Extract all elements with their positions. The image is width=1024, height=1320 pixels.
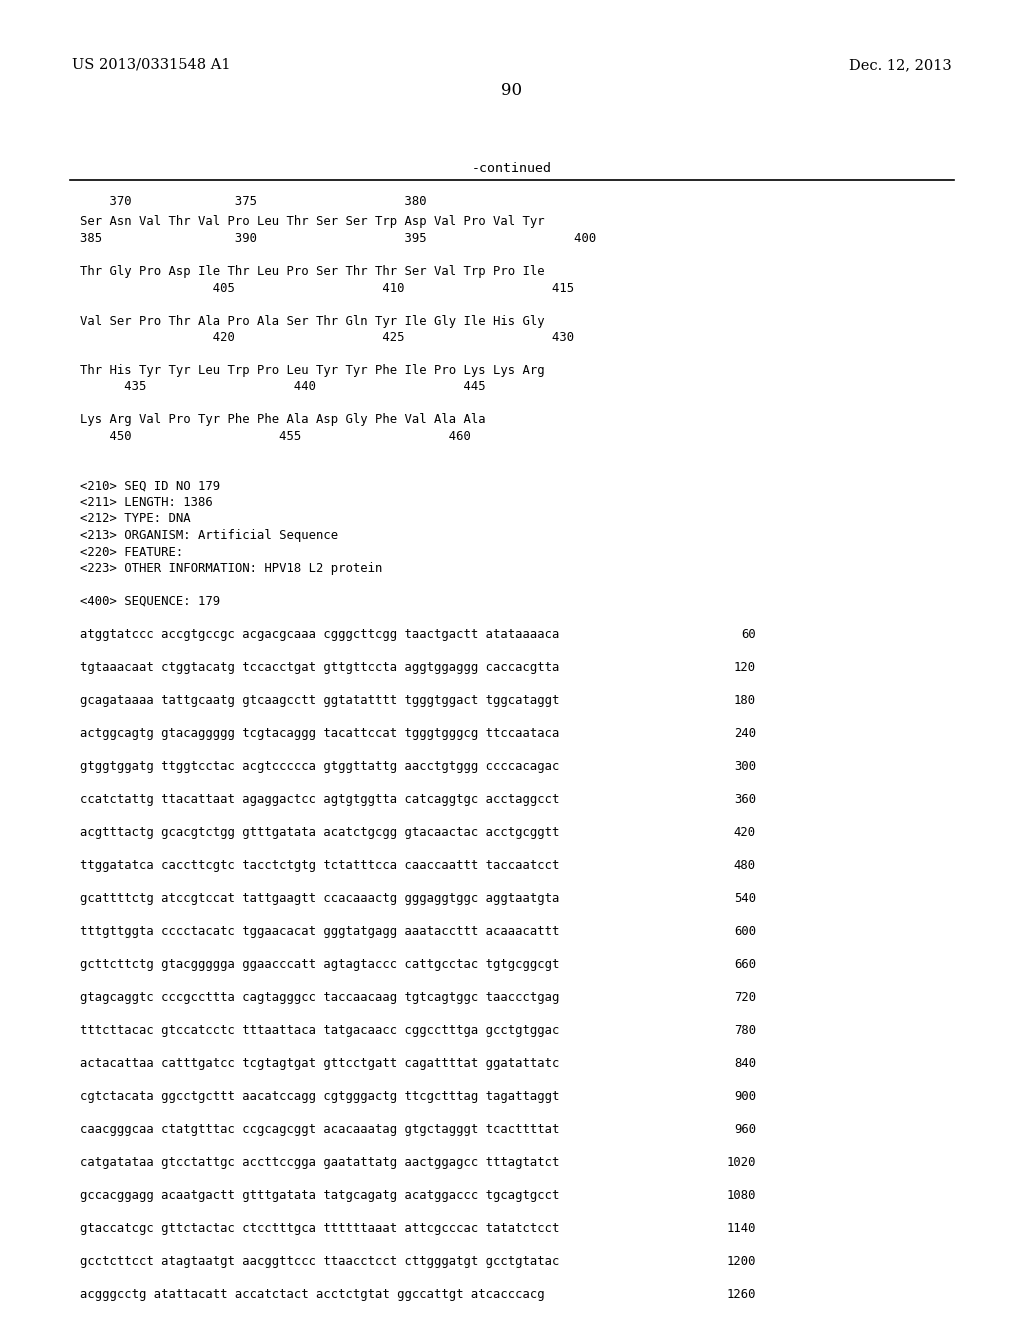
- Text: Thr His Tyr Tyr Leu Trp Pro Leu Tyr Tyr Phe Ile Pro Lys Lys Arg: Thr His Tyr Tyr Leu Trp Pro Leu Tyr Tyr …: [80, 364, 545, 378]
- Text: 780: 780: [734, 1024, 756, 1038]
- Text: ttggatatca caccttcgtc tacctctgtg tctatttcca caaccaattt taccaatcct: ttggatatca caccttcgtc tacctctgtg tctattt…: [80, 859, 559, 873]
- Text: 480: 480: [734, 859, 756, 873]
- Text: 1020: 1020: [726, 1156, 756, 1170]
- Text: 240: 240: [734, 727, 756, 741]
- Text: 960: 960: [734, 1123, 756, 1137]
- Text: gcttcttctg gtacggggga ggaacccatt agtagtaccc cattgcctac tgtgcggcgt: gcttcttctg gtacggggga ggaacccatt agtagta…: [80, 958, 559, 972]
- Text: 385                  390                    395                    400: 385 390 395 400: [80, 232, 596, 246]
- Text: <210> SEQ ID NO 179: <210> SEQ ID NO 179: [80, 479, 220, 492]
- Text: -continued: -continued: [472, 162, 552, 176]
- Text: gtagcaggtc cccgccttta cagtagggcc taccaacaag tgtcagtggc taaccctgag: gtagcaggtc cccgccttta cagtagggcc taccaac…: [80, 991, 559, 1005]
- Text: actacattaa catttgatcc tcgtagtgat gttcctgatt cagattttat ggatattatc: actacattaa catttgatcc tcgtagtgat gttcctg…: [80, 1057, 559, 1071]
- Text: atggtatccc accgtgccgc acgacgcaaa cgggcttcgg taactgactt atataaaaca: atggtatccc accgtgccgc acgacgcaaa cgggctt…: [80, 628, 559, 642]
- Text: acgggcctg atattacatt accatctact acctctgtat ggccattgt atcacccacg: acgggcctg atattacatt accatctact acctctgt…: [80, 1288, 545, 1302]
- Text: 660: 660: [734, 958, 756, 972]
- Text: 420                    425                    430: 420 425 430: [80, 331, 574, 345]
- Text: 1200: 1200: [726, 1255, 756, 1269]
- Text: <212> TYPE: DNA: <212> TYPE: DNA: [80, 512, 190, 525]
- Text: Lys Arg Val Pro Tyr Phe Phe Ala Asp Gly Phe Val Ala Ala: Lys Arg Val Pro Tyr Phe Phe Ala Asp Gly …: [80, 413, 485, 426]
- Text: gtggtggatg ttggtcctac acgtccccca gtggttattg aacctgtggg ccccacagac: gtggtggatg ttggtcctac acgtccccca gtggtta…: [80, 760, 559, 774]
- Text: 90: 90: [502, 82, 522, 99]
- Text: caacgggcaa ctatgtttac ccgcagcggt acacaaatag gtgctagggt tcacttttat: caacgggcaa ctatgtttac ccgcagcggt acacaaa…: [80, 1123, 559, 1137]
- Text: tgtaaacaat ctggtacatg tccacctgat gttgttccta aggtggaggg caccacgtta: tgtaaacaat ctggtacatg tccacctgat gttgttc…: [80, 661, 559, 675]
- Text: 120: 120: [734, 661, 756, 675]
- Text: gcagataaaa tattgcaatg gtcaagcctt ggtatatttt tgggtggact tggcataggt: gcagataaaa tattgcaatg gtcaagcctt ggtatat…: [80, 694, 559, 708]
- Text: 405                    410                    415: 405 410 415: [80, 281, 574, 294]
- Text: 360: 360: [734, 793, 756, 807]
- Text: <213> ORGANISM: Artificial Sequence: <213> ORGANISM: Artificial Sequence: [80, 529, 338, 543]
- Text: tttgttggta cccctacatc tggaacacat gggtatgagg aaataccttt acaaacattt: tttgttggta cccctacatc tggaacacat gggtatg…: [80, 925, 559, 939]
- Text: 420: 420: [734, 826, 756, 840]
- Text: 600: 600: [734, 925, 756, 939]
- Text: Ser Asn Val Thr Val Pro Leu Thr Ser Ser Trp Asp Val Pro Val Tyr: Ser Asn Val Thr Val Pro Leu Thr Ser Ser …: [80, 215, 545, 228]
- Text: ccatctattg ttacattaat agaggactcc agtgtggtta catcaggtgc acctaggcct: ccatctattg ttacattaat agaggactcc agtgtgg…: [80, 793, 559, 807]
- Text: 60: 60: [741, 628, 756, 642]
- Text: 720: 720: [734, 991, 756, 1005]
- Text: 840: 840: [734, 1057, 756, 1071]
- Text: actggcagtg gtacaggggg tcgtacaggg tacattccat tgggtgggcg ttccaataca: actggcagtg gtacaggggg tcgtacaggg tacattc…: [80, 727, 559, 741]
- Text: Thr Gly Pro Asp Ile Thr Leu Pro Ser Thr Thr Ser Val Trp Pro Ile: Thr Gly Pro Asp Ile Thr Leu Pro Ser Thr …: [80, 265, 545, 279]
- Text: catgatataa gtcctattgc accttccgga gaatattatg aactggagcc tttagtatct: catgatataa gtcctattgc accttccgga gaatatt…: [80, 1156, 559, 1170]
- Text: Dec. 12, 2013: Dec. 12, 2013: [849, 58, 952, 73]
- Text: 450                    455                    460: 450 455 460: [80, 430, 471, 444]
- Text: 300: 300: [734, 760, 756, 774]
- Text: 540: 540: [734, 892, 756, 906]
- Text: <400> SEQUENCE: 179: <400> SEQUENCE: 179: [80, 595, 220, 609]
- Text: tttcttacac gtccatcctc tttaattaca tatgacaacc cggcctttga gcctgtggac: tttcttacac gtccatcctc tttaattaca tatgaca…: [80, 1024, 559, 1038]
- Text: gcattttctg atccgtccat tattgaagtt ccacaaactg gggaggtggc aggtaatgta: gcattttctg atccgtccat tattgaagtt ccacaaa…: [80, 892, 559, 906]
- Text: <220> FEATURE:: <220> FEATURE:: [80, 545, 183, 558]
- Text: acgtttactg gcacgtctgg gtttgatata acatctgcgg gtacaactac acctgcggtt: acgtttactg gcacgtctgg gtttgatata acatctg…: [80, 826, 559, 840]
- Text: <211> LENGTH: 1386: <211> LENGTH: 1386: [80, 496, 213, 510]
- Text: cgtctacata ggcctgcttt aacatccagg cgtgggactg ttcgctttag tagattaggt: cgtctacata ggcctgcttt aacatccagg cgtggga…: [80, 1090, 559, 1104]
- Text: 900: 900: [734, 1090, 756, 1104]
- Text: 1260: 1260: [726, 1288, 756, 1302]
- Text: gccacggagg acaatgactt gtttgatata tatgcagatg acatggaccc tgcagtgcct: gccacggagg acaatgactt gtttgatata tatgcag…: [80, 1189, 559, 1203]
- Text: gtaccatcgc gttctactac ctcctttgca ttttttaaat attcgcccac tatatctcct: gtaccatcgc gttctactac ctcctttgca tttttta…: [80, 1222, 559, 1236]
- Text: 435                    440                    445: 435 440 445: [80, 380, 485, 393]
- Text: 1140: 1140: [726, 1222, 756, 1236]
- Text: 1080: 1080: [726, 1189, 756, 1203]
- Text: <223> OTHER INFORMATION: HPV18 L2 protein: <223> OTHER INFORMATION: HPV18 L2 protei…: [80, 562, 382, 576]
- Text: US 2013/0331548 A1: US 2013/0331548 A1: [72, 58, 230, 73]
- Text: 370              375                    380: 370 375 380: [80, 195, 427, 209]
- Text: 180: 180: [734, 694, 756, 708]
- Text: Val Ser Pro Thr Ala Pro Ala Ser Thr Gln Tyr Ile Gly Ile His Gly: Val Ser Pro Thr Ala Pro Ala Ser Thr Gln …: [80, 314, 545, 327]
- Text: gcctcttcct atagtaatgt aacggttccc ttaacctcct cttgggatgt gcctgtatac: gcctcttcct atagtaatgt aacggttccc ttaacct…: [80, 1255, 559, 1269]
